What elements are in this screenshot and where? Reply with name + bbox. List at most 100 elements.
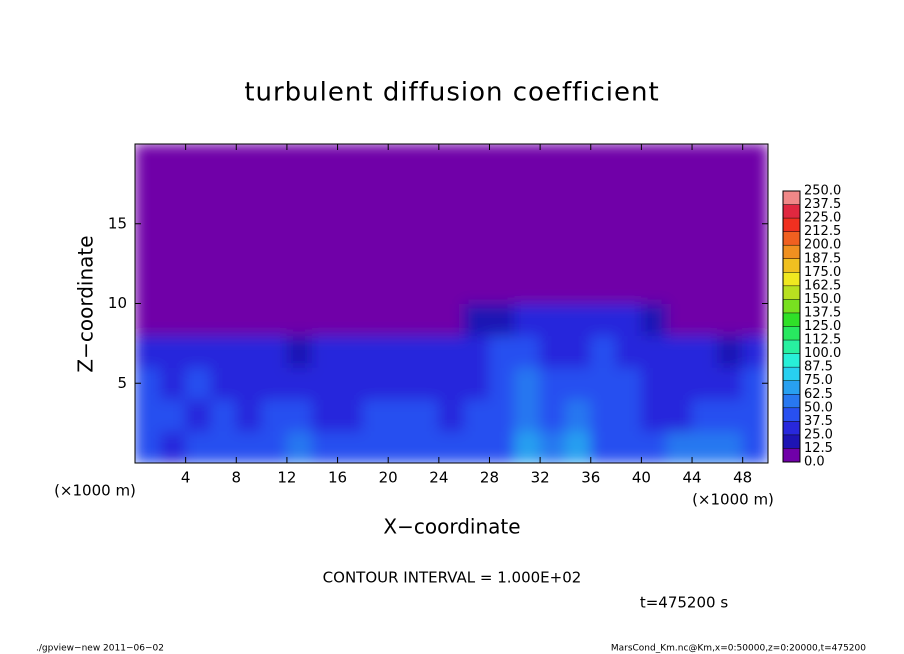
cell xyxy=(742,303,768,336)
cell xyxy=(463,334,490,368)
cell xyxy=(261,398,288,432)
cell xyxy=(615,398,642,432)
cell xyxy=(413,303,440,336)
colorbar-label: 212.5 xyxy=(804,224,841,239)
cell xyxy=(640,430,668,463)
colorbar-swatch xyxy=(783,218,800,232)
x-tick-label: 44 xyxy=(682,469,701,487)
cell xyxy=(564,366,592,400)
x-tick-label: 28 xyxy=(480,469,499,487)
cell xyxy=(413,366,440,400)
colorbar-label: 137.5 xyxy=(804,305,841,320)
cell xyxy=(438,398,465,432)
cell xyxy=(666,334,693,368)
cell xyxy=(488,334,516,368)
colorbar-swatch xyxy=(783,394,800,408)
cell xyxy=(488,398,516,432)
colorbar-label: 112.5 xyxy=(804,333,841,348)
colorbar-swatch xyxy=(783,231,800,246)
cell xyxy=(716,303,744,336)
x-tick-label: 36 xyxy=(581,469,600,487)
colorbar-swatch xyxy=(783,326,800,341)
cell xyxy=(691,303,718,336)
cell xyxy=(235,334,263,368)
cell xyxy=(159,430,187,463)
x-axis-label: X−coordinate xyxy=(383,515,520,539)
cell xyxy=(135,398,161,432)
colorbar-label: 62.5 xyxy=(804,387,833,402)
cell xyxy=(210,430,237,463)
cell xyxy=(362,398,389,432)
x-tick-label: 8 xyxy=(232,469,242,487)
cell xyxy=(185,430,212,463)
cell xyxy=(691,144,718,304)
cell xyxy=(387,144,415,304)
cell xyxy=(539,334,566,368)
cell xyxy=(438,334,465,368)
cell xyxy=(235,366,263,400)
cell xyxy=(135,334,161,368)
cell xyxy=(337,334,364,368)
cell xyxy=(691,398,718,432)
cell xyxy=(362,303,389,336)
cell xyxy=(564,303,592,336)
cell xyxy=(716,366,744,400)
cell xyxy=(438,303,465,336)
cell xyxy=(185,303,212,336)
colorbar-label: 12.5 xyxy=(804,441,833,456)
cell xyxy=(564,398,592,432)
x-tick-label: 20 xyxy=(379,469,398,487)
cell xyxy=(539,398,566,432)
colorbar-label: 162.5 xyxy=(804,278,841,293)
cell xyxy=(514,303,541,336)
cell xyxy=(235,430,263,463)
colorbar-label: 250.0 xyxy=(804,184,841,199)
colorbar-label: 150.0 xyxy=(804,292,841,307)
x-tick-label: 32 xyxy=(531,469,550,487)
time-label: t=475200 s xyxy=(640,594,728,612)
cell xyxy=(210,398,237,432)
colorbar-swatch xyxy=(783,407,800,422)
cell xyxy=(666,144,693,304)
colorbar-label: 37.5 xyxy=(804,414,833,429)
colorbar-swatch xyxy=(783,448,800,462)
colorbar-label: 125.0 xyxy=(804,319,841,334)
cell xyxy=(666,398,693,432)
colorbar-label: 0.0 xyxy=(804,455,825,470)
cell xyxy=(185,398,212,432)
cell xyxy=(590,430,617,463)
cell xyxy=(311,303,339,336)
cell xyxy=(135,303,161,336)
x-tick-label: 40 xyxy=(632,469,651,487)
colorbar-swatch xyxy=(783,380,800,395)
cell xyxy=(210,303,237,336)
cell xyxy=(261,303,288,336)
cell xyxy=(666,366,693,400)
cell xyxy=(742,430,768,463)
cell xyxy=(640,144,668,304)
cell xyxy=(615,144,642,304)
cell xyxy=(615,366,642,400)
cell xyxy=(159,144,187,304)
colorbar-swatch xyxy=(783,421,800,435)
cell xyxy=(438,144,465,304)
colorbar-swatch xyxy=(783,434,800,449)
cell xyxy=(691,334,718,368)
cell xyxy=(286,334,313,368)
colorbar-label: 50.0 xyxy=(804,400,833,415)
cell xyxy=(640,398,668,432)
cell xyxy=(716,144,744,304)
x-tick-label: 16 xyxy=(328,469,347,487)
cell xyxy=(261,366,288,400)
cell xyxy=(413,144,440,304)
cell xyxy=(514,334,541,368)
x-tick-label: 4 xyxy=(181,469,191,487)
cell xyxy=(463,144,490,304)
cell xyxy=(691,430,718,463)
cell xyxy=(716,430,744,463)
x-tick-label: 24 xyxy=(429,469,448,487)
colorbar: 0.012.525.037.550.062.575.087.5100.0112.… xyxy=(782,184,841,470)
cell xyxy=(387,398,415,432)
x-unit: (×1000 m) xyxy=(692,491,774,509)
